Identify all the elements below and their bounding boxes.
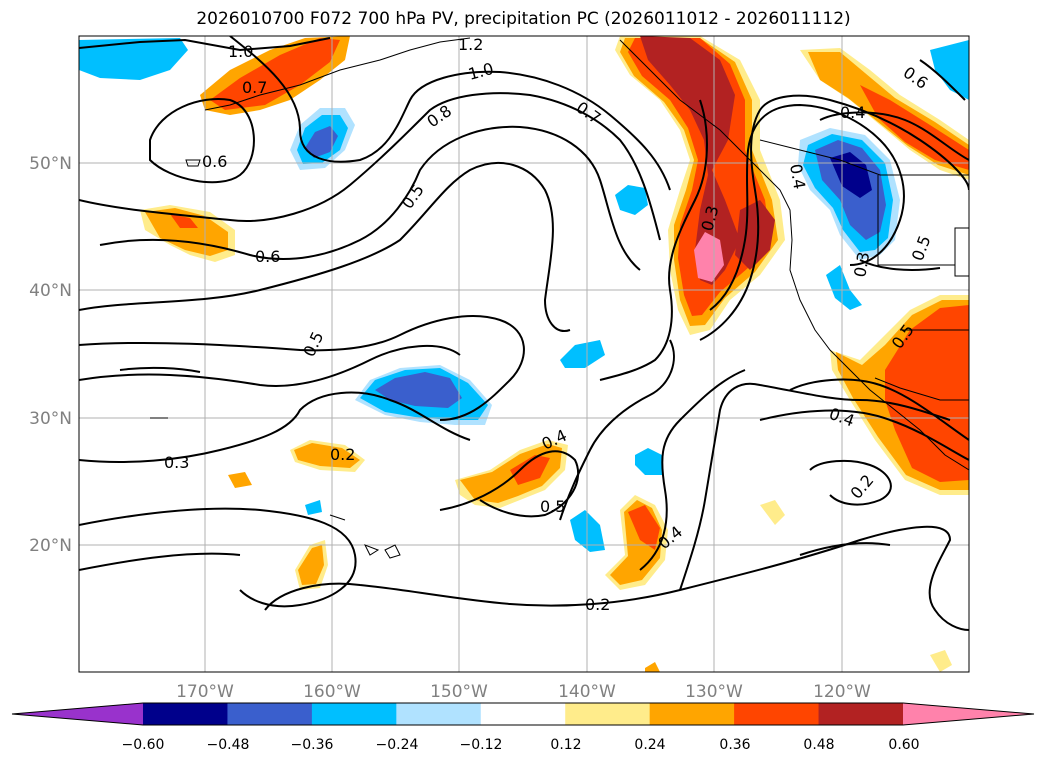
colorbar-cell	[12, 703, 143, 725]
plot-frame	[78, 35, 970, 673]
lon-label: 140°W	[558, 682, 616, 702]
colorbar-cell	[649, 703, 735, 725]
colorbar-cell	[396, 703, 482, 725]
lat-label: 40°N	[29, 281, 72, 301]
contour-label: 1.2	[458, 35, 483, 54]
colorbar-tick: −0.48	[207, 737, 250, 753]
colorbar-cell	[565, 703, 651, 725]
contour-label: 0.2	[585, 595, 610, 614]
colorbar: −0.60 −0.48 −0.36 −0.24 −0.12 0.12 0.24 …	[11, 702, 1035, 753]
colorbar-cell	[903, 703, 1034, 725]
colorbar-cell	[311, 703, 397, 725]
colorbar-cell	[143, 703, 228, 725]
lat-label: 50°N	[29, 154, 72, 174]
colorbar-tick: −0.60	[122, 737, 165, 753]
pv-contours	[79, 36, 969, 631]
contour-label: 0.5	[540, 497, 565, 516]
contour-label: 1.0	[228, 42, 253, 61]
map-title: 2026010700 F072 700 hPa PV, precipitatio…	[196, 9, 851, 29]
contour-label: 0.6	[202, 152, 227, 171]
lon-label: 130°W	[685, 682, 743, 702]
colorbar-cell	[227, 703, 313, 725]
lon-label: 160°W	[303, 682, 361, 702]
colorbar-cell	[818, 703, 904, 725]
lon-label: 170°W	[176, 682, 234, 702]
latitude-labels: 50°N 40°N 30°N 20°N	[29, 154, 72, 556]
colorbar-tick: 0.12	[550, 737, 581, 753]
lat-label: 30°N	[29, 409, 72, 429]
contour-labels: 1.2 1.0 1.0 0.8 0.7 0.7 0.6 0.6 0.5 0.5 …	[164, 35, 934, 614]
lon-label: 120°W	[813, 682, 871, 702]
colorbar-tick: −0.24	[376, 737, 419, 753]
contour-label: 0.2	[330, 445, 355, 464]
contour-label: 0.3	[850, 250, 873, 278]
colorbar-tick: −0.36	[291, 737, 334, 753]
colorbar-tick: 0.48	[803, 737, 834, 753]
contour-label: 0.6	[255, 247, 280, 266]
contour-label: 0.4	[840, 103, 865, 122]
colorbar-outline	[11, 702, 1035, 726]
colorbar-tick: 0.60	[888, 737, 919, 753]
contour-label: 0.7	[242, 78, 267, 97]
lat-label: 20°N	[29, 536, 72, 556]
colorbar-cell	[480, 703, 566, 725]
colorbar-tick: 0.24	[634, 737, 665, 753]
colorbar-tick: −0.12	[460, 737, 503, 753]
contour-label: 0.4	[786, 162, 809, 190]
colorbar-cell	[734, 703, 820, 725]
colorbar-tick: 0.36	[719, 737, 750, 753]
contour-label: 0.3	[164, 453, 189, 472]
longitude-labels: 170°W 160°W 150°W 140°W 130°W 120°W	[176, 682, 871, 702]
lon-label: 150°W	[430, 682, 488, 702]
